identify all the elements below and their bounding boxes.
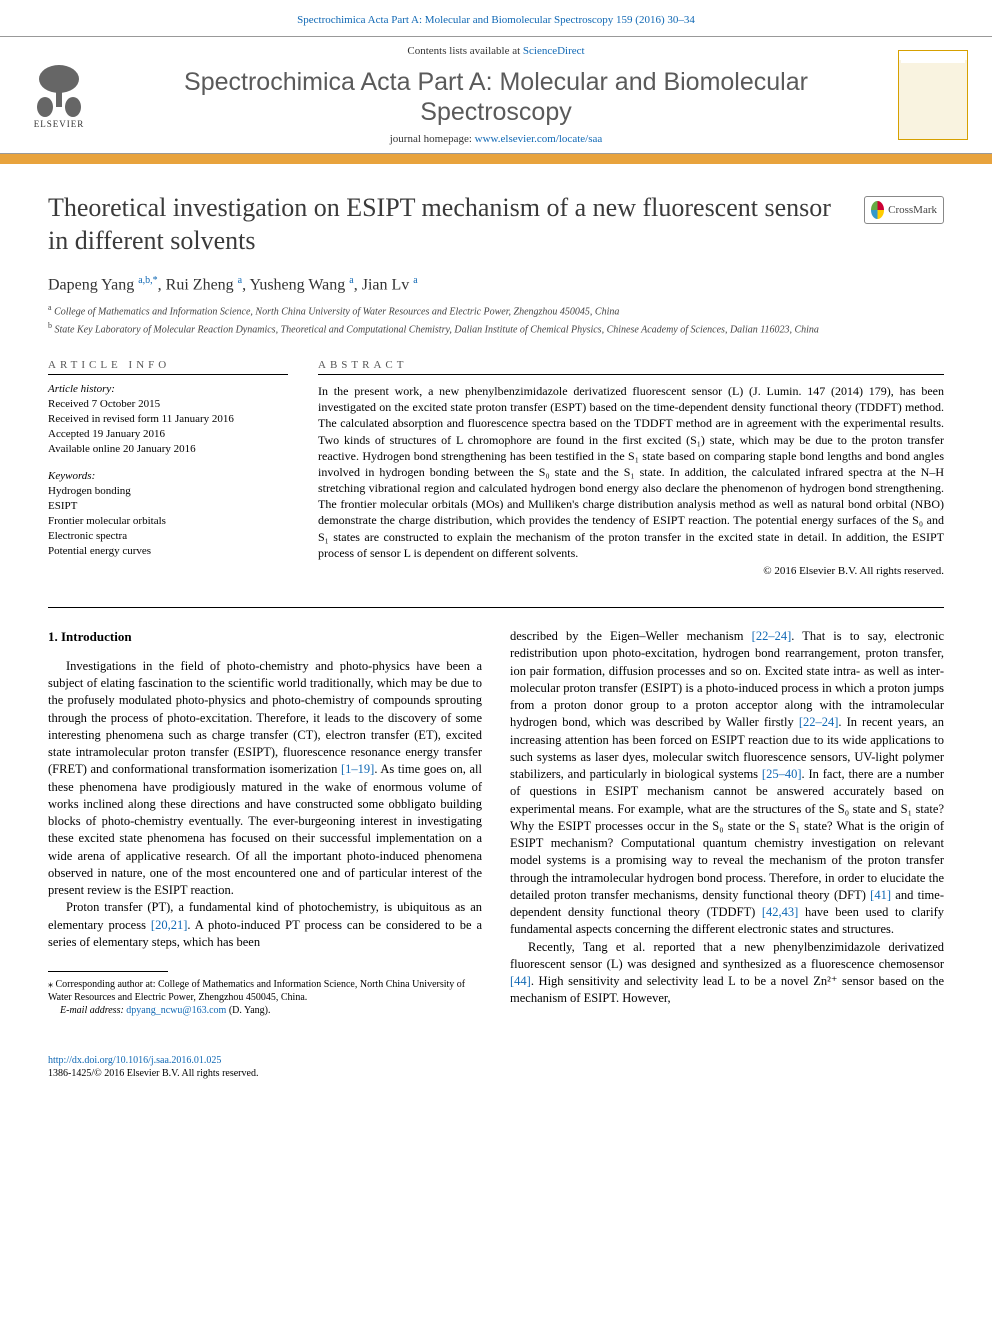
journal-masthead: ELSEVIER Contents lists available at Sci… [0,36,992,154]
author-email-link[interactable]: dpyang_ncwu@163.com [126,1005,226,1016]
ref-22-24-a[interactable]: [22–24] [752,629,792,643]
issn-copyright: 1386-1425/© 2016 Elsevier B.V. All right… [48,1068,258,1079]
running-head-link[interactable]: Spectrochimica Acta Part A: Molecular an… [297,14,695,26]
history-item: Accepted 19 January 2016 [48,427,288,442]
ref-22-24-b[interactable]: [22–24] [799,715,839,729]
doi-link[interactable]: http://dx.doi.org/10.1016/j.saa.2016.01.… [48,1055,221,1066]
abstract-column: ABSTRACT In the present work, a new phen… [318,359,944,577]
affiliations: a College of Mathematics and Information… [48,302,944,337]
affiliation-line: b State Key Laboratory of Molecular Reac… [48,320,944,337]
corresponding-author-footnote: ⁎ Corresponding author at: College of Ma… [48,978,482,1004]
abstract-heading: ABSTRACT [318,359,944,375]
elsevier-wordmark: ELSEVIER [34,119,85,129]
p3-d: . In fact, there are a number of questio… [510,767,944,902]
email-footnote: E-mail address: dpyang_ncwu@163.com (D. … [48,1004,482,1018]
intro-paragraph-1: Investigations in the field of photo-che… [48,658,482,900]
p3-a: described by the Eigen–Weller mechanism [510,629,752,643]
journal-homepage-line: journal homepage: www.elsevier.com/locat… [114,133,878,145]
crossmark-label: CrossMark [888,204,937,216]
info-abstract-row: ARTICLE INFO Article history: Received 7… [0,359,992,577]
ref-42-43[interactable]: [42,43] [762,905,798,919]
elsevier-tree-icon [29,61,89,119]
ref-25-40[interactable]: [25–40] [762,767,802,781]
history-label: Article history: [48,383,288,395]
body-two-columns: 1. Introduction Investigations in the fi… [0,628,992,1018]
crossmark-badge[interactable]: CrossMark [864,196,944,224]
keyword-item: Potential energy curves [48,544,288,559]
ref-41[interactable]: [41] [870,888,891,902]
abstract-copyright: © 2016 Elsevier B.V. All rights reserved… [318,565,944,577]
body-column-right: described by the Eigen–Weller mechanism … [510,628,944,1018]
keyword-item: Electronic spectra [48,529,288,544]
intro-paragraph-3: described by the Eigen–Weller mechanism … [510,628,944,939]
abstract-text: In the present work, a new phenylbenzimi… [318,383,944,561]
paper-title: Theoretical investigation on ESIPT mecha… [48,192,838,257]
keyword-item: Hydrogen bonding [48,484,288,499]
history-item: Received in revised form 11 January 2016 [48,412,288,427]
horizontal-rule [48,607,944,608]
journal-title: Spectrochimica Acta Part A: Molecular an… [114,67,878,127]
running-head: Spectrochimica Acta Part A: Molecular an… [0,0,992,36]
history-item: Available online 20 January 2016 [48,442,288,457]
homepage-prefix: journal homepage: [390,133,475,145]
contents-lists-line: Contents lists available at ScienceDirec… [114,45,878,57]
ref-1-19[interactable]: [1–19] [341,762,374,776]
keywords-label: Keywords: [48,470,288,482]
page-footer: http://dx.doi.org/10.1016/j.saa.2016.01.… [0,1018,992,1100]
article-info-heading: ARTICLE INFO [48,359,288,375]
contents-prefix: Contents lists available at [407,45,522,57]
p4-b: . High sensitivity and selectivity lead … [510,974,944,1005]
article-info-column: ARTICLE INFO Article history: Received 7… [48,359,288,577]
masthead-center: Contents lists available at ScienceDirec… [114,45,878,145]
email-suffix: (D. Yang). [226,1005,270,1016]
history-item: Received 7 October 2015 [48,397,288,412]
section-1-heading: 1. Introduction [48,628,482,646]
footnote-rule [48,971,168,972]
keyword-item: Frontier molecular orbitals [48,514,288,529]
p1-text-a: Investigations in the field of photo-che… [48,659,482,777]
p1-text-b: . As time goes on, all these phenomena h… [48,762,482,897]
author-list: Dapeng Yang a,b,*, Rui Zheng a, Yusheng … [48,275,944,294]
body-column-left: 1. Introduction Investigations in the fi… [48,628,482,1018]
ref-44[interactable]: [44] [510,974,531,988]
affiliation-line: a College of Mathematics and Information… [48,302,944,319]
p4-a: Recently, Tang et al. reported that a ne… [510,940,944,971]
journal-cover-thumbnail [898,50,968,140]
email-label: E-mail address: [60,1005,126,1016]
intro-paragraph-2: Proton transfer (PT), a fundamental kind… [48,899,482,951]
crossmark-icon [871,201,884,219]
ref-20-21[interactable]: [20,21] [151,918,187,932]
elsevier-logo: ELSEVIER [24,55,94,135]
keyword-item: ESIPT [48,499,288,514]
journal-homepage-link[interactable]: www.elsevier.com/locate/saa [475,133,603,145]
intro-paragraph-4: Recently, Tang et al. reported that a ne… [510,939,944,1008]
article-header: CrossMark Theoretical investigation on E… [0,192,992,337]
sciencedirect-link[interactable]: ScienceDirect [523,45,585,57]
orange-divider-strip [0,154,992,164]
